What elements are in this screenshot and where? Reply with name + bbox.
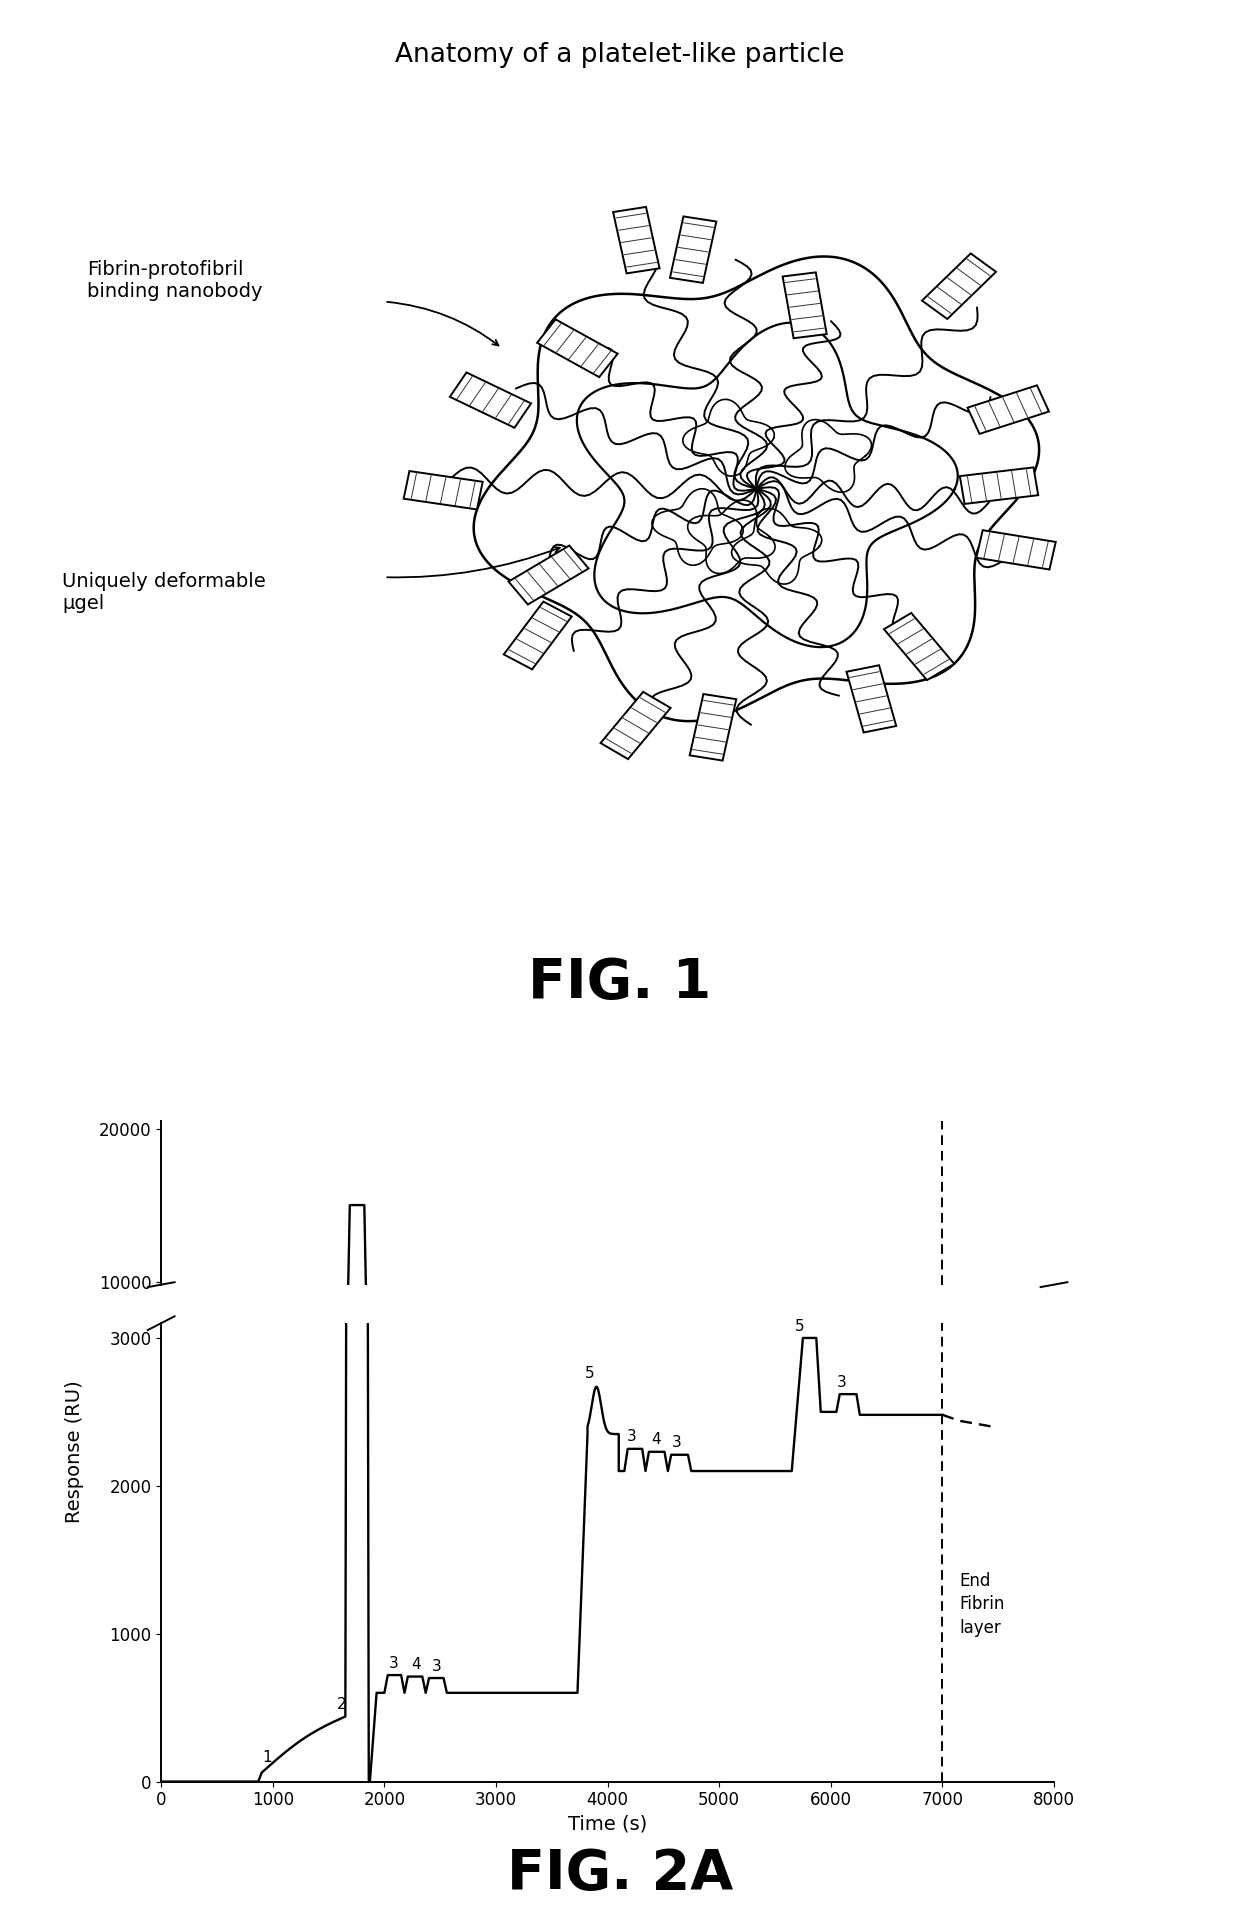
Polygon shape [613,206,660,273]
Text: 4: 4 [410,1656,420,1672]
Text: 5: 5 [585,1366,594,1381]
Text: Anatomy of a platelet-like particle: Anatomy of a platelet-like particle [396,42,844,67]
X-axis label: Time (s): Time (s) [568,1814,647,1834]
Polygon shape [450,372,531,428]
Text: End
Fibrin
layer: End Fibrin layer [960,1572,1004,1637]
Text: 3: 3 [837,1375,847,1391]
Polygon shape [577,324,957,647]
Polygon shape [508,545,589,605]
Polygon shape [600,691,671,759]
Polygon shape [782,272,827,339]
Polygon shape [976,530,1055,570]
Text: Uniquely deformable
μgel: Uniquely deformable μgel [62,572,265,612]
Polygon shape [960,468,1038,505]
Text: 1: 1 [263,1751,272,1766]
Text: 3: 3 [627,1429,637,1444]
Text: 3: 3 [432,1658,441,1674]
Polygon shape [503,601,572,670]
Text: 3: 3 [672,1435,682,1450]
Polygon shape [537,320,618,377]
Polygon shape [884,612,955,680]
Text: Fibrin-protofibril
binding nanobody: Fibrin-protofibril binding nanobody [87,260,263,300]
Polygon shape [923,254,996,320]
Text: FIG. 2A: FIG. 2A [507,1847,733,1901]
Text: Response (RU): Response (RU) [64,1379,84,1523]
Polygon shape [670,216,717,283]
Text: 2: 2 [337,1697,347,1712]
Text: 5: 5 [795,1319,805,1333]
Polygon shape [689,693,737,761]
Polygon shape [847,664,897,732]
Text: 3: 3 [388,1656,398,1670]
Text: 4: 4 [651,1433,661,1446]
Text: FIG. 1: FIG. 1 [528,955,712,1009]
Polygon shape [404,472,482,510]
Polygon shape [474,256,1039,720]
Polygon shape [967,385,1049,433]
